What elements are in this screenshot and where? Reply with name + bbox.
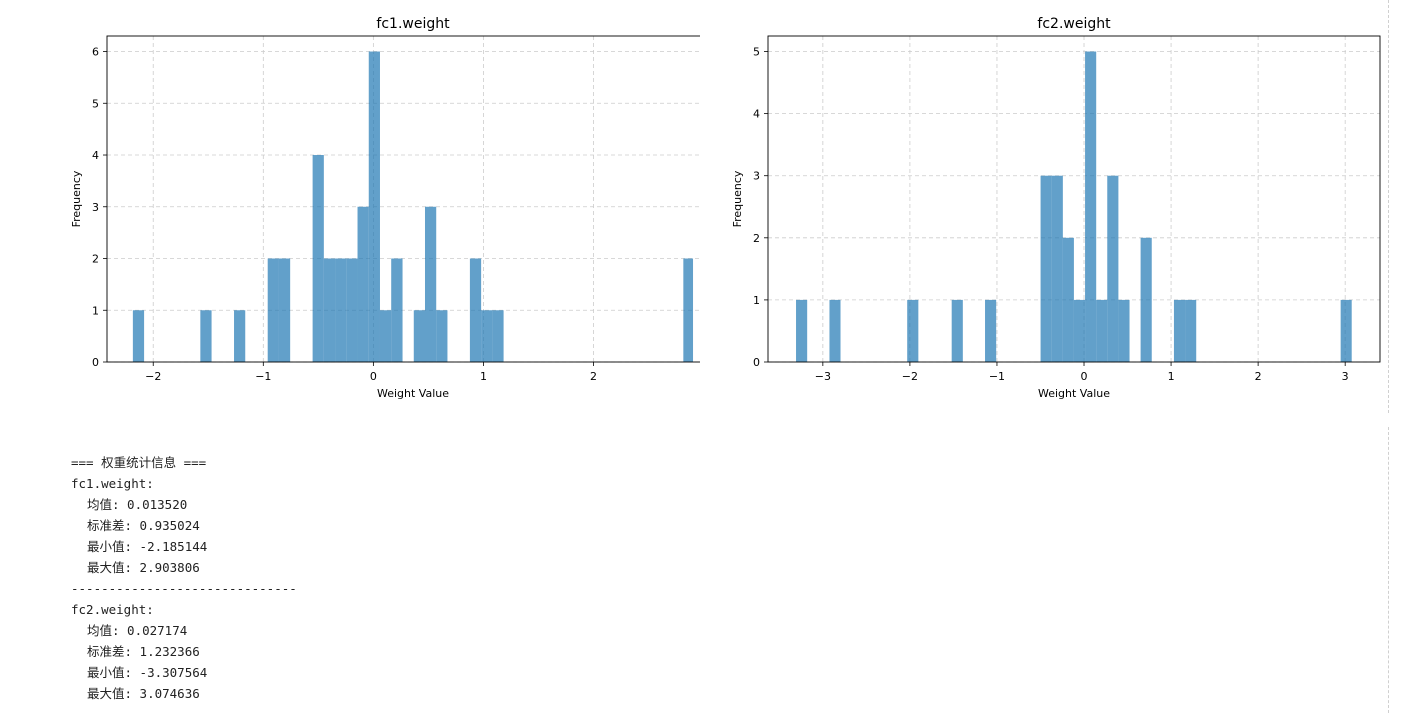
fc2-bar: [1096, 299, 1108, 362]
fc1-bar: [357, 206, 369, 362]
histogram-fc2: −3 −2 −1 0 1 2 3 0 1 2 3 4 5 fc2.weight Weight Value Fr…: [700, 0, 1390, 410]
max-line: 最大值: 2.903806: [87, 560, 200, 575]
fc1-x-axis-label: Weight Value: [377, 387, 449, 400]
max-line: 最大值: 3.074636: [87, 686, 200, 701]
block-name: fc1.weight:: [71, 476, 154, 491]
histogram-fc2-svg: −3 −2 −1 0 1 2 3 0 1 2 3 4 5 fc2.weight Weight Value Fr…: [731, 16, 1381, 400]
fc1-ytick-label: 0: [92, 356, 99, 369]
fc1-bar: [481, 310, 493, 362]
cell-divider: [1388, 427, 1390, 713]
fc2-bar: [1073, 299, 1086, 362]
fc1-chart-title: fc1.weight: [376, 16, 450, 32]
fc2-bar: [1085, 51, 1097, 363]
separator-line: ------------------------------: [71, 581, 297, 596]
fc1-bar: [424, 206, 437, 362]
fc1-y-axis-label: Frequency: [70, 170, 83, 227]
fc2-xtick-label: −2: [902, 370, 918, 383]
fc1-bar: [267, 258, 279, 362]
fc2-ytick-label: 2: [753, 232, 760, 245]
fc1-axes-frame: [106, 35, 720, 363]
fc2-bar: [829, 299, 841, 362]
std-line: 标准差: 1.232366: [87, 644, 200, 659]
cell-divider: [1388, 0, 1390, 413]
fc1-bar: [234, 310, 246, 362]
fc2-chart-title: fc2.weight: [1037, 16, 1111, 32]
fc2-bar: [1118, 299, 1130, 362]
fc1-bar: [278, 258, 291, 362]
fc2-bar: [907, 299, 919, 362]
fc1-bar: [469, 258, 482, 362]
fc2-ytick-label: 0: [753, 356, 760, 369]
fc1-bar: [335, 258, 347, 362]
fc1-ytick-label: 2: [92, 253, 99, 266]
fc2-bar: [1040, 175, 1052, 362]
fc2-bar: [1140, 237, 1152, 362]
stats-output: === 权重统计信息 === fc1.weight: 均值: 0.013520 …: [71, 452, 297, 704]
min-line: 最小值: -2.185144: [87, 539, 208, 554]
fc1-bar: [436, 310, 448, 362]
fc2-xtick-label: −1: [989, 370, 1005, 383]
std-line: 标准差: 0.935024: [87, 518, 200, 533]
mean-line: 均值: 0.013520: [87, 497, 188, 512]
fc1-bar: [312, 155, 324, 362]
fc2-xtick-label: 0: [1081, 370, 1088, 383]
fc2-ytick-label: 5: [753, 46, 760, 59]
fc2-xtick-label: 3: [1342, 370, 1349, 383]
fc2-bar: [796, 299, 808, 362]
fc1-bar: [379, 310, 392, 362]
fc2-axes-frame: [767, 35, 1381, 363]
fc2-bar: [1340, 299, 1352, 362]
fc1-bar: [368, 51, 380, 363]
fc1-bar: [413, 310, 425, 362]
fc1-xtick-label: −2: [145, 370, 161, 383]
fc1-bar: [200, 310, 212, 362]
fc1-bar: [323, 258, 336, 362]
fc1-ytick-label: 3: [92, 201, 99, 214]
fc2-bar: [1185, 299, 1197, 362]
output-header: === 权重统计信息 ===: [71, 455, 207, 470]
fc2-x-axis-label: Weight Value: [1038, 387, 1110, 400]
fc1-ytick-label: 4: [92, 149, 99, 162]
fc2-xtick-label: 1: [1168, 370, 1175, 383]
min-line: 最小值: -3.307564: [87, 665, 208, 680]
fc2-bar: [951, 299, 963, 362]
fc1-ytick-label: 5: [92, 97, 99, 110]
fc2-y-axis-label: Frequency: [731, 170, 744, 227]
block-name: fc2.weight:: [71, 602, 154, 617]
fc2-bar: [985, 299, 997, 362]
fc2-ytick-label: 3: [753, 170, 760, 183]
fc2-xtick-label: 2: [1255, 370, 1262, 383]
fc2-ytick-label: 4: [753, 108, 760, 121]
fc2-bar: [1051, 175, 1063, 362]
fc1-bar: [391, 258, 403, 362]
mean-line: 均值: 0.027174: [87, 623, 188, 638]
fc1-ytick-label: 6: [92, 46, 99, 59]
fc1-bar: [132, 310, 145, 362]
fc2-bar: [1062, 237, 1074, 362]
fc2-ytick-label: 1: [753, 294, 760, 307]
fc1-bar: [683, 258, 694, 362]
fc1-xtick-label: 1: [480, 370, 487, 383]
fc2-bar: [1173, 299, 1186, 362]
fc1-xtick-label: 2: [590, 370, 597, 383]
fc1-xtick-label: −1: [255, 370, 271, 383]
fc1-bar: [346, 258, 358, 362]
fc2-xtick-label: −3: [815, 370, 831, 383]
fc1-bar: [492, 310, 504, 362]
fc1-xtick-label: 0: [370, 370, 377, 383]
fc2-bar: [1107, 175, 1119, 362]
fc1-ytick-label: 1: [92, 304, 99, 317]
